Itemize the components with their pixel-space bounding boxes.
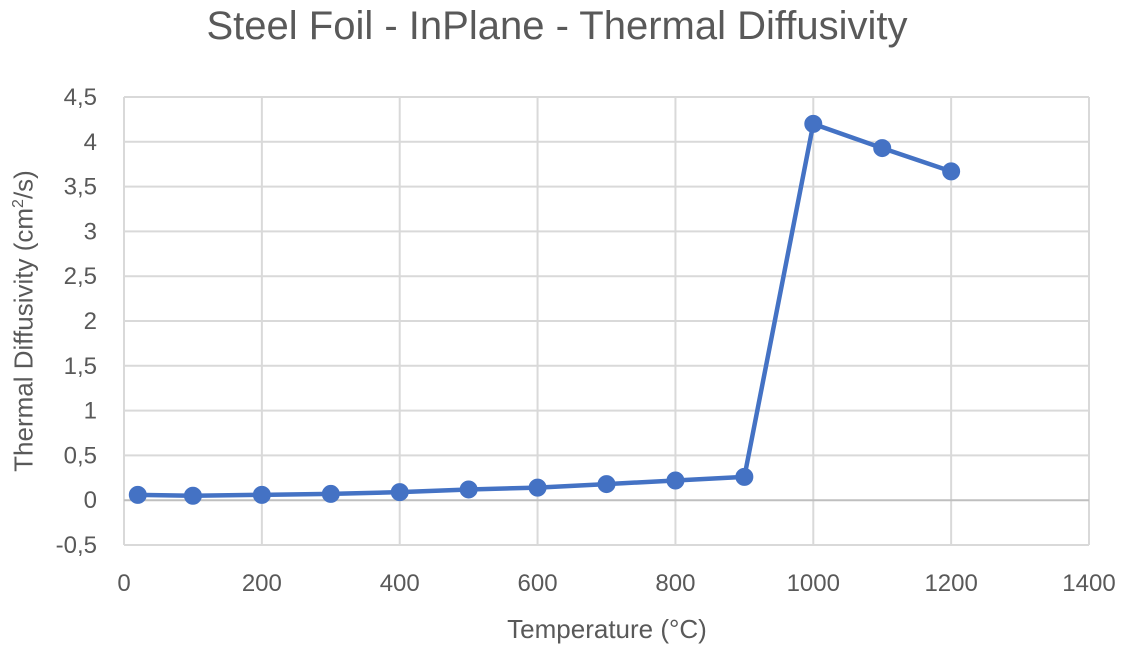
y-tick-label: 1 xyxy=(84,398,97,425)
y-tick-label: 1,5 xyxy=(64,353,97,380)
chart-title: Steel Foil - InPlane - Thermal Diffusivi… xyxy=(206,4,908,48)
x-tick-label: 0 xyxy=(117,570,130,597)
y-tick-label: 3 xyxy=(84,218,97,245)
data-point xyxy=(735,467,754,486)
data-point xyxy=(183,486,202,505)
x-tick-label: 1000 xyxy=(787,570,840,597)
data-point xyxy=(666,471,685,490)
y-tick-label: -0,5 xyxy=(56,532,97,559)
data-point xyxy=(873,139,892,158)
y-axis-title: Thermal Diffusivity (cm2/s) xyxy=(8,170,39,472)
data-point xyxy=(804,114,823,133)
data-point xyxy=(321,484,340,503)
data-point xyxy=(128,485,147,504)
x-tick-label: 1200 xyxy=(924,570,977,597)
data-point xyxy=(528,478,547,497)
y-tick-label: 3,5 xyxy=(64,174,97,201)
y-tick-label: 4 xyxy=(84,129,97,156)
x-tick-label: 400 xyxy=(380,570,420,597)
data-point xyxy=(252,485,271,504)
y-tick-label: 0,5 xyxy=(64,442,97,469)
y-tick-label: 0 xyxy=(84,487,97,514)
data-point xyxy=(942,162,961,181)
x-tick-label: 800 xyxy=(655,570,695,597)
x-tick-label: 200 xyxy=(242,570,282,597)
x-tick-label: 1400 xyxy=(1062,570,1115,597)
data-point xyxy=(390,483,409,502)
y-tick-label: 2 xyxy=(84,308,97,335)
y-tick-label: 4,5 xyxy=(64,84,97,111)
y-tick-label: 2,5 xyxy=(64,263,97,290)
x-axis-title: Temperature (°C) xyxy=(507,614,707,644)
data-point xyxy=(459,480,478,499)
x-tick-label: 600 xyxy=(518,570,558,597)
series-line xyxy=(137,121,952,498)
data-point xyxy=(597,475,616,494)
